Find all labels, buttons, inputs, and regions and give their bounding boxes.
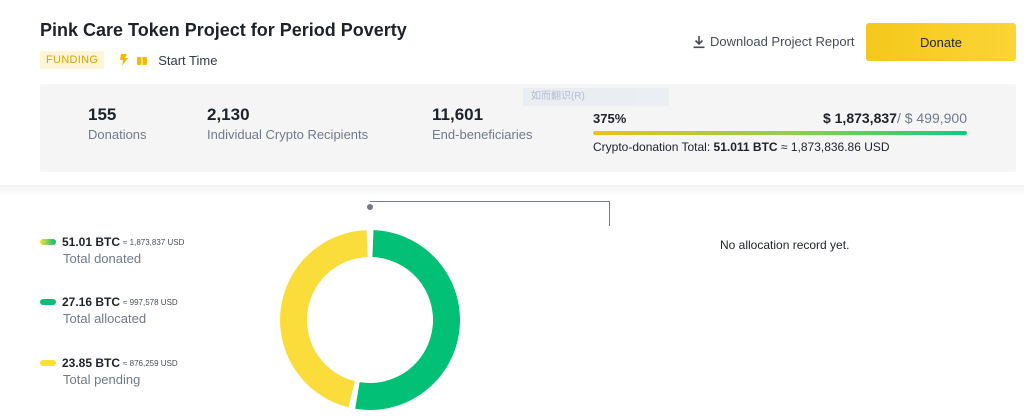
translation-overlay: 如而翻识(R) [523, 88, 669, 106]
legend-total-pending: 23.85 BTC ≈ 876,259 USD Total pending [40, 356, 240, 387]
pending-usd: ≈ 876,259 USD [123, 358, 178, 368]
stat-recipients: 2,130 Individual Crypto Recipients [207, 105, 369, 143]
donated-swatch [40, 239, 56, 245]
crypto-total-btc: 51.011 BTC [713, 140, 778, 154]
legend-total-allocated: 27.16 BTC ≈ 997,578 USD Total allocated [40, 295, 240, 326]
flag-icon [118, 53, 130, 67]
beneficiaries-count: 11,601 [432, 105, 484, 124]
allocated-usd: ≈ 997,578 USD [123, 297, 178, 307]
donut-segment-pending[interactable] [280, 230, 368, 408]
download-report-label: Download Project Report [710, 34, 855, 49]
pending-swatch [40, 360, 56, 366]
raised-amount: $ 1,873,837 [822, 110, 897, 126]
donations-label: Donations [88, 127, 147, 142]
page-title: Pink Care Token Project for Period Pover… [40, 20, 407, 40]
beneficiaries-label: End-beneficiaries [432, 127, 533, 142]
progress-bar [593, 131, 967, 135]
crypto-total-label: Crypto-donation Total: [593, 140, 711, 154]
target-amount: / $ 499,900 [896, 110, 967, 126]
donut-segment-allocated[interactable] [355, 230, 460, 410]
book-icon [136, 54, 148, 66]
pending-label: Total pending [63, 372, 141, 387]
pending-btc: 23.85 BTC [62, 356, 121, 370]
download-icon [693, 35, 705, 48]
funding-progress: 375% $ 1,873,837/ $ 499,900 Crypto-donat… [593, 110, 967, 154]
crypto-total-usd: ≈ 1,873,836.86 USD [780, 140, 890, 154]
stat-donations: 155 Donations [88, 105, 147, 143]
status-badge: FUNDING [40, 51, 105, 69]
stats-panel: 如而翻识(R) 155 Donations 2,130 Individual C… [40, 84, 1016, 172]
stat-beneficiaries: 11,601 End-beneficiaries [432, 105, 533, 143]
donated-btc: 51.01 BTC [62, 235, 121, 249]
section-divider [0, 185, 1024, 197]
progress-percent: 375% [593, 111, 627, 126]
recipients-count: 2,130 [207, 105, 250, 124]
allocated-btc: 27.16 BTC [62, 295, 121, 309]
crypto-total: Crypto-donation Total: 51.011 BTC ≈ 1,87… [593, 140, 967, 154]
donations-count: 155 [88, 105, 117, 124]
tooltip-anchor-dot [367, 204, 373, 210]
donate-button[interactable]: Donate [866, 23, 1016, 61]
recipients-label: Individual Crypto Recipients [207, 127, 369, 142]
allocation-donut-chart [280, 230, 460, 410]
donated-label: Total donated [63, 251, 142, 266]
no-allocation-message: No allocation record yet. [720, 238, 850, 252]
project-header: Pink Care Token Project for Period Pover… [0, 0, 1024, 84]
project-meta: FUNDING Start Time [40, 51, 217, 69]
allocated-swatch [40, 299, 56, 305]
tooltip-connector [370, 201, 610, 226]
progress-bar-fill [593, 131, 967, 135]
donated-usd: ≈ 1,873,837 USD [123, 237, 185, 247]
start-time-label: Start Time [158, 52, 218, 68]
legend-total-donated: 51.01 BTC ≈ 1,873,837 USD Total donated [40, 235, 240, 266]
allocated-label: Total allocated [63, 311, 147, 326]
download-report-link[interactable]: Download Project Report [692, 34, 855, 49]
